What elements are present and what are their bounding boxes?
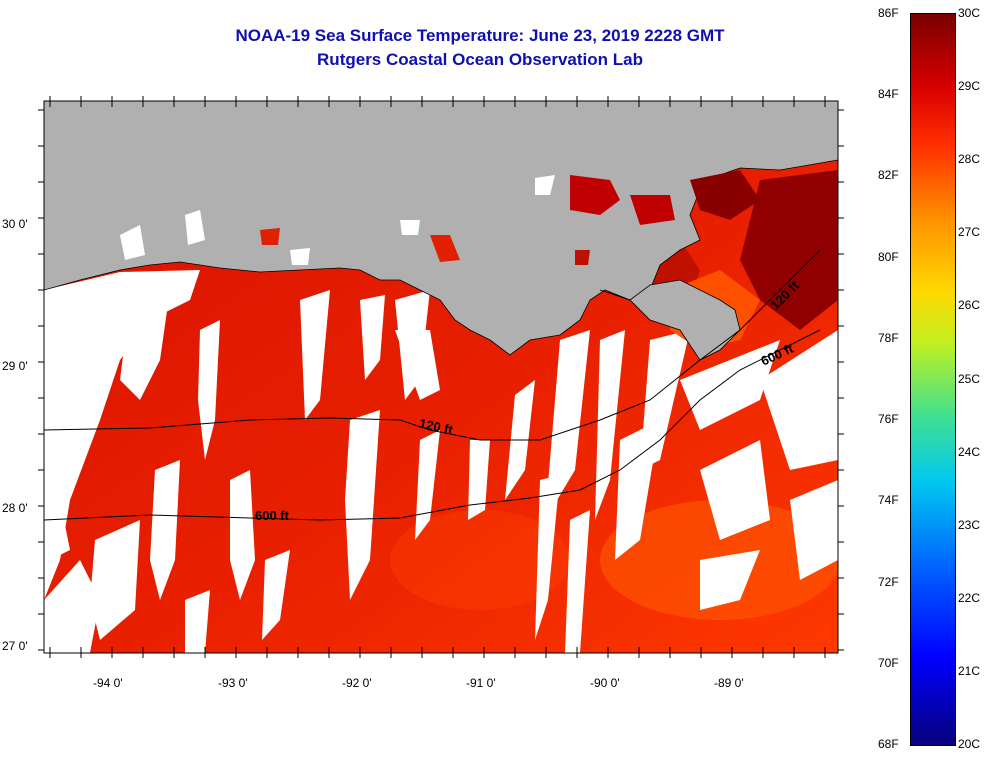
isobath-label: 600 ft bbox=[255, 508, 290, 523]
isobath-line bbox=[43, 329, 821, 521]
x-axis-label: -93 0' bbox=[218, 676, 248, 690]
celsius-tick-label: 30C bbox=[958, 6, 981, 20]
lake bbox=[400, 220, 420, 235]
cloud-mask bbox=[44, 270, 838, 653]
lake bbox=[575, 250, 590, 265]
lake bbox=[120, 225, 145, 260]
lake bbox=[185, 210, 205, 245]
y-axis-label: 27 0' bbox=[2, 639, 28, 653]
x-axis-label: -89 0' bbox=[714, 676, 744, 690]
lake bbox=[570, 175, 620, 215]
map-subtitle: Rutgers Coastal Ocean Observation Lab bbox=[317, 50, 643, 69]
fahrenheit-tick-label: 82F bbox=[878, 168, 899, 183]
fahrenheit-tick-label: 86F bbox=[878, 6, 899, 20]
y-axis-label: 29 0' bbox=[2, 359, 28, 373]
fahrenheit-tick-label: 74F bbox=[878, 493, 899, 508]
celsius-tick-label: 29C bbox=[958, 79, 981, 94]
celsius-tick-label: 25C bbox=[958, 371, 981, 386]
celsius-tick-label: 28C bbox=[958, 152, 981, 167]
celsius-tick-label: 20C bbox=[958, 737, 981, 751]
lake bbox=[260, 228, 280, 245]
lake bbox=[630, 195, 675, 225]
celsius-tick-label: 24C bbox=[958, 444, 981, 459]
celsius-tick-label: 21C bbox=[958, 663, 981, 678]
warm-patch bbox=[390, 510, 570, 610]
y-axis-label: 30 0' bbox=[2, 217, 28, 231]
celsius-tick-label: 22C bbox=[958, 590, 981, 605]
y-axis-label: 28 0' bbox=[2, 501, 28, 515]
lake bbox=[430, 235, 460, 262]
isobath-line bbox=[43, 249, 821, 441]
celsius-tick-label: 26C bbox=[958, 298, 981, 313]
lake bbox=[290, 248, 310, 265]
axis-ticks bbox=[38, 96, 844, 658]
fahrenheit-tick-label: 76F bbox=[878, 412, 899, 427]
x-axis-label: -90 0' bbox=[590, 676, 620, 690]
celsius-tick-label: 27C bbox=[958, 225, 981, 240]
map-title: NOAA-19 Sea Surface Temperature: June 23… bbox=[235, 26, 725, 45]
x-axis-label: -92 0' bbox=[342, 676, 372, 690]
hot-region bbox=[740, 170, 838, 330]
lake bbox=[690, 170, 760, 220]
celsius-tick-label: 23C bbox=[958, 517, 981, 532]
fahrenheit-tick-label: 84F bbox=[878, 87, 899, 102]
color-scale-bar bbox=[910, 13, 956, 746]
fahrenheit-tick-label: 70F bbox=[878, 655, 899, 670]
fahrenheit-tick-label: 78F bbox=[878, 330, 899, 345]
isobath-label: 120 ft bbox=[418, 416, 455, 438]
lake bbox=[535, 175, 555, 195]
x-axis-label: -94 0' bbox=[93, 676, 123, 690]
x-axis-label: -91 0' bbox=[466, 676, 496, 690]
delta bbox=[599, 279, 741, 361]
fahrenheit-tick-label: 68F bbox=[878, 737, 899, 751]
fahrenheit-tick-label: 72F bbox=[878, 574, 899, 589]
map-frame bbox=[43, 100, 839, 654]
fahrenheit-tick-label: 80F bbox=[878, 249, 899, 264]
